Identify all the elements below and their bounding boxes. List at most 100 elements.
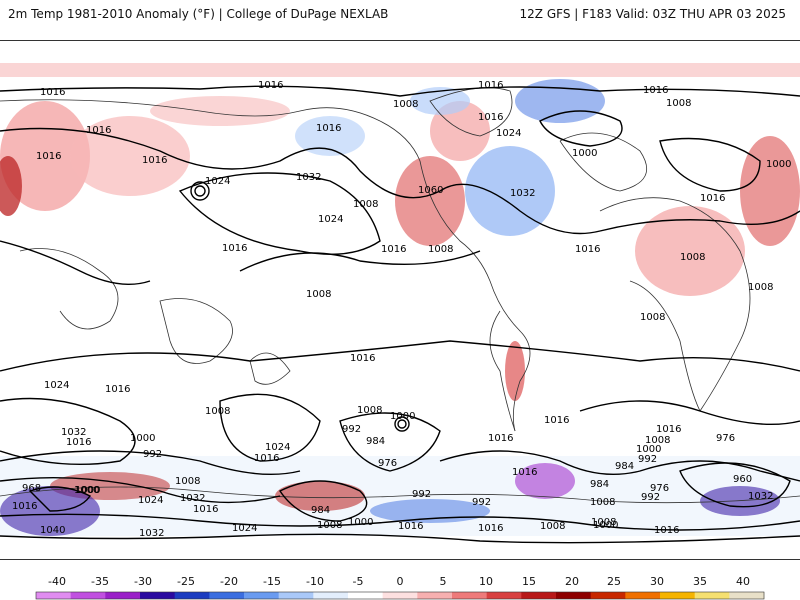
isobar-label: 1016	[398, 521, 423, 532]
isobar-label: 968	[22, 483, 41, 494]
isobar-label: 992	[412, 489, 431, 500]
isobar-label: 984	[590, 479, 609, 490]
colorbar-tick: -10	[306, 575, 324, 588]
isobar-label: 1016	[66, 437, 91, 448]
isobar-label: 1000	[766, 159, 791, 170]
isobar-label: 1032	[748, 491, 773, 502]
isobar-label: 1040	[40, 525, 65, 536]
colorbar-tick: -15	[263, 575, 281, 588]
isobar-label: 1016	[381, 244, 406, 255]
isobar-label: 1016	[512, 467, 537, 478]
isobar-label: 1000	[130, 433, 155, 444]
isobar-label: 1008	[353, 199, 378, 210]
colorbar-tick: -40	[48, 575, 66, 588]
colorbar-tick: -30	[134, 575, 152, 588]
colorbar-tick: 25	[607, 575, 621, 588]
isobar-label: 1000	[390, 411, 415, 422]
colorbar-swatch	[486, 592, 522, 599]
colorbar-swatch	[694, 592, 730, 599]
isobar-label: 1016	[40, 87, 65, 98]
colorbar-tick: 5	[440, 575, 447, 588]
weather-map: 1016 1016 1016 1016 1016 1016 1016 1016 …	[0, 63, 800, 544]
colorbar-tick: 30	[650, 575, 664, 588]
colorbar: -40 -35 -30 -25 -20 -15 -10 -5 0 5 10 15…	[0, 566, 800, 600]
isobar-label: 1016	[222, 243, 247, 254]
map-panel[interactable]: 1016 1016 1016 1016 1016 1016 1016 1016 …	[0, 40, 800, 560]
isobar-label: 1024	[265, 442, 290, 453]
colorbar-swatch	[729, 592, 765, 599]
colorbar-tick: 0	[397, 575, 404, 588]
map-title: 2m Temp 1981-2010 Anomaly (°F) | College…	[8, 7, 389, 21]
isobar-label: 1008	[591, 517, 616, 528]
isobar-label: 1008	[645, 435, 670, 446]
isobar-label: 1016	[478, 112, 503, 123]
colorbar-tick: 35	[693, 575, 707, 588]
colorbar-swatch	[278, 592, 314, 599]
isobar-label: 976	[716, 433, 735, 444]
isobar-label: 1016	[36, 151, 61, 162]
colorbar-swatch	[660, 592, 696, 599]
colorbar-tick: -25	[177, 575, 195, 588]
colorbar-swatch	[140, 592, 176, 599]
isobar-label: 1016	[643, 85, 668, 96]
isobar-label: 992	[641, 492, 660, 503]
isobar-label: 1000	[75, 485, 100, 496]
isobar-label: 976	[378, 458, 397, 469]
isobar-label: 1008	[640, 312, 665, 323]
colorbar-swatch	[348, 592, 384, 599]
isobar-label: 1016	[86, 125, 111, 136]
isobar-label: 992	[638, 454, 657, 465]
colorbar-tick: 15	[522, 575, 536, 588]
isobar-label: 1008	[540, 521, 565, 532]
isobar-label: 1016	[488, 433, 513, 444]
colorbar-tick: -5	[353, 575, 364, 588]
isobar-label: 984	[366, 436, 385, 447]
isobar-label: 1024	[318, 214, 343, 225]
colorbar-swatch	[313, 592, 349, 599]
colorbar-swatch	[382, 592, 418, 599]
isobar-label: 1008	[393, 99, 418, 110]
isobar-label: 1016	[142, 155, 167, 166]
isobar-label: 984	[311, 505, 330, 516]
colorbar-swatch	[625, 592, 661, 599]
coastlines	[0, 87, 800, 504]
isobar-label: 984	[615, 461, 634, 472]
isobar-label: 1008	[748, 282, 773, 293]
colorbar-tick-labels: -40 -35 -30 -25 -20 -15 -10 -5 0 5 10 15…	[48, 575, 750, 588]
isobar-label: 1032	[296, 172, 321, 183]
isobar-label: 1024	[232, 523, 257, 534]
colorbar-swatch	[590, 592, 626, 599]
colorbar-swatch	[174, 592, 210, 599]
isobar-labels: 1016 1016 1016 1016 1016 1016 1016 1016 …	[12, 80, 791, 539]
isobar-label: 1032	[510, 188, 535, 199]
isobar-label: 1016	[700, 193, 725, 204]
isobars	[0, 85, 800, 544]
colorbar-swatches	[35, 591, 765, 600]
isobar-label: 1000	[572, 148, 597, 159]
isobar-label: 1016	[656, 424, 681, 435]
isobar-label: 1016	[478, 80, 503, 91]
isobar-label: 1016	[316, 123, 341, 134]
isobar-label: 1008	[666, 98, 691, 109]
isobar-label: 1016	[350, 353, 375, 364]
colorbar-tick: -20	[220, 575, 238, 588]
colorbar-swatch	[105, 592, 141, 599]
isobar-label: 1016	[12, 501, 37, 512]
isobar-label: 1032	[139, 528, 164, 539]
isobar-label: 1024	[138, 495, 163, 506]
colorbar-tick: 10	[479, 575, 493, 588]
isobar-label: 1008	[428, 244, 453, 255]
isobar-label: 1016	[105, 384, 130, 395]
isobar-label: 1008	[175, 476, 200, 487]
isobar-label: 1016	[544, 415, 569, 426]
isobar-label: 1024	[496, 128, 521, 139]
isobar-label: 1000	[74, 485, 99, 496]
model-run-info: 12Z GFS | F183 Valid: 03Z THU APR 03 202…	[519, 7, 786, 21]
isobar-label: 1016	[258, 80, 283, 91]
colorbar-swatch	[209, 592, 245, 599]
header-bar: 2m Temp 1981-2010 Anomaly (°F) | College…	[0, 0, 800, 32]
isobar-label: 1008	[317, 520, 342, 531]
isobar-label: 1016	[254, 453, 279, 464]
isobar-label: 1060	[418, 185, 443, 196]
colorbar-tick: 40	[736, 575, 750, 588]
